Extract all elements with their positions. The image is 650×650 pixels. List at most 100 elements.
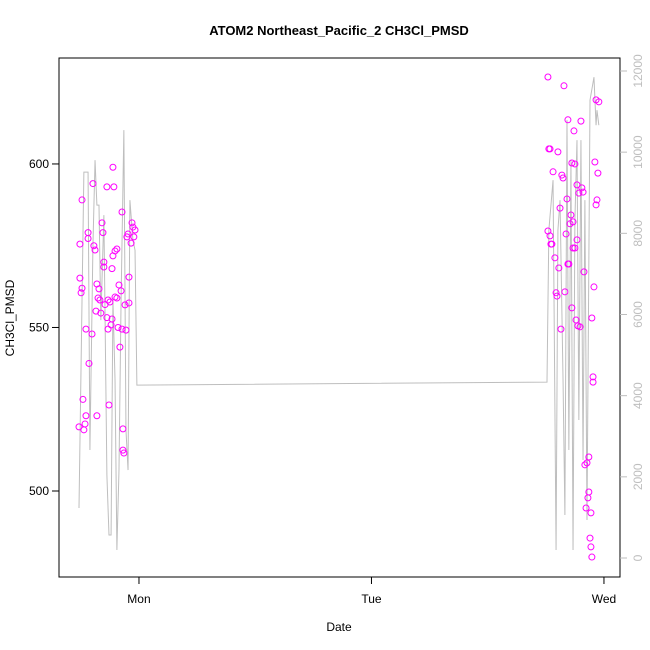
point <box>78 284 86 292</box>
y2-tick-label: 8000 <box>631 220 645 247</box>
point <box>110 183 118 191</box>
point <box>96 296 104 304</box>
point <box>79 395 87 403</box>
point <box>592 201 600 209</box>
point <box>548 240 556 248</box>
point <box>559 174 567 182</box>
point <box>109 163 117 171</box>
point <box>82 325 90 333</box>
point <box>577 117 585 125</box>
point <box>591 158 599 166</box>
y2-tick-label: 10000 <box>631 135 645 169</box>
point <box>103 314 111 322</box>
point <box>593 196 601 204</box>
point <box>106 298 114 306</box>
point <box>555 264 563 272</box>
point <box>93 412 101 420</box>
point <box>82 412 90 420</box>
point <box>581 461 589 469</box>
x-tick-label: Mon <box>127 592 150 606</box>
point <box>578 184 586 192</box>
point <box>94 294 102 302</box>
point <box>589 373 597 381</box>
y2-tick-label: 2000 <box>631 463 645 490</box>
point <box>100 263 108 271</box>
y2-tick-label: 0 <box>631 554 645 561</box>
point <box>125 299 133 307</box>
point <box>104 296 112 304</box>
x-axis-label: Date <box>326 620 352 634</box>
point <box>594 169 602 177</box>
point <box>121 301 129 309</box>
y-tick-label: 550 <box>29 320 49 334</box>
y2-tick-label: 4000 <box>631 382 645 409</box>
point <box>100 258 108 266</box>
point <box>113 245 121 253</box>
point <box>569 244 577 252</box>
point <box>552 289 560 297</box>
point <box>115 281 123 289</box>
point <box>104 325 112 333</box>
point <box>569 218 577 226</box>
point <box>557 325 565 333</box>
point <box>554 148 562 156</box>
point <box>131 226 139 234</box>
point <box>544 73 552 81</box>
point <box>108 315 116 323</box>
point <box>108 265 116 273</box>
point <box>582 504 590 512</box>
point <box>579 188 587 196</box>
line <box>78 77 600 551</box>
point <box>99 229 107 237</box>
point <box>580 268 588 276</box>
y-tick-label: 500 <box>29 484 49 498</box>
point <box>584 494 592 502</box>
point <box>118 208 126 216</box>
point <box>590 283 598 291</box>
point <box>130 233 138 241</box>
point <box>120 449 128 457</box>
x-tick-label: Tue <box>361 592 382 606</box>
point <box>573 236 581 244</box>
point <box>85 359 93 367</box>
point <box>77 289 85 297</box>
point <box>553 292 561 300</box>
plot-box <box>58 57 621 578</box>
point <box>546 232 554 240</box>
point <box>595 98 603 106</box>
point <box>98 219 106 227</box>
point <box>568 304 576 312</box>
point <box>80 426 88 434</box>
point <box>91 246 99 254</box>
point <box>546 145 554 153</box>
point <box>76 240 84 248</box>
point <box>565 260 573 268</box>
point <box>111 247 119 255</box>
point <box>117 287 125 295</box>
point <box>585 488 593 496</box>
point <box>116 343 124 351</box>
point <box>103 183 111 191</box>
y2-tick-label: 12000 <box>631 54 645 88</box>
point <box>81 420 89 428</box>
point <box>588 314 596 322</box>
point <box>570 127 578 135</box>
point <box>95 285 103 293</box>
y2-tick-label: 6000 <box>631 301 645 328</box>
point <box>587 509 595 517</box>
point <box>560 82 568 90</box>
point <box>585 453 593 461</box>
point <box>589 378 597 386</box>
point <box>587 543 595 551</box>
point <box>588 553 596 561</box>
point <box>556 204 564 212</box>
point <box>549 168 557 176</box>
point <box>114 323 122 331</box>
point <box>567 211 575 219</box>
chart-title: ATOM2 Northeast_Pacific_2 CH3Cl_PMSD <box>209 23 469 38</box>
point <box>113 294 121 302</box>
point <box>128 219 136 227</box>
point <box>127 239 135 247</box>
point <box>97 309 105 317</box>
